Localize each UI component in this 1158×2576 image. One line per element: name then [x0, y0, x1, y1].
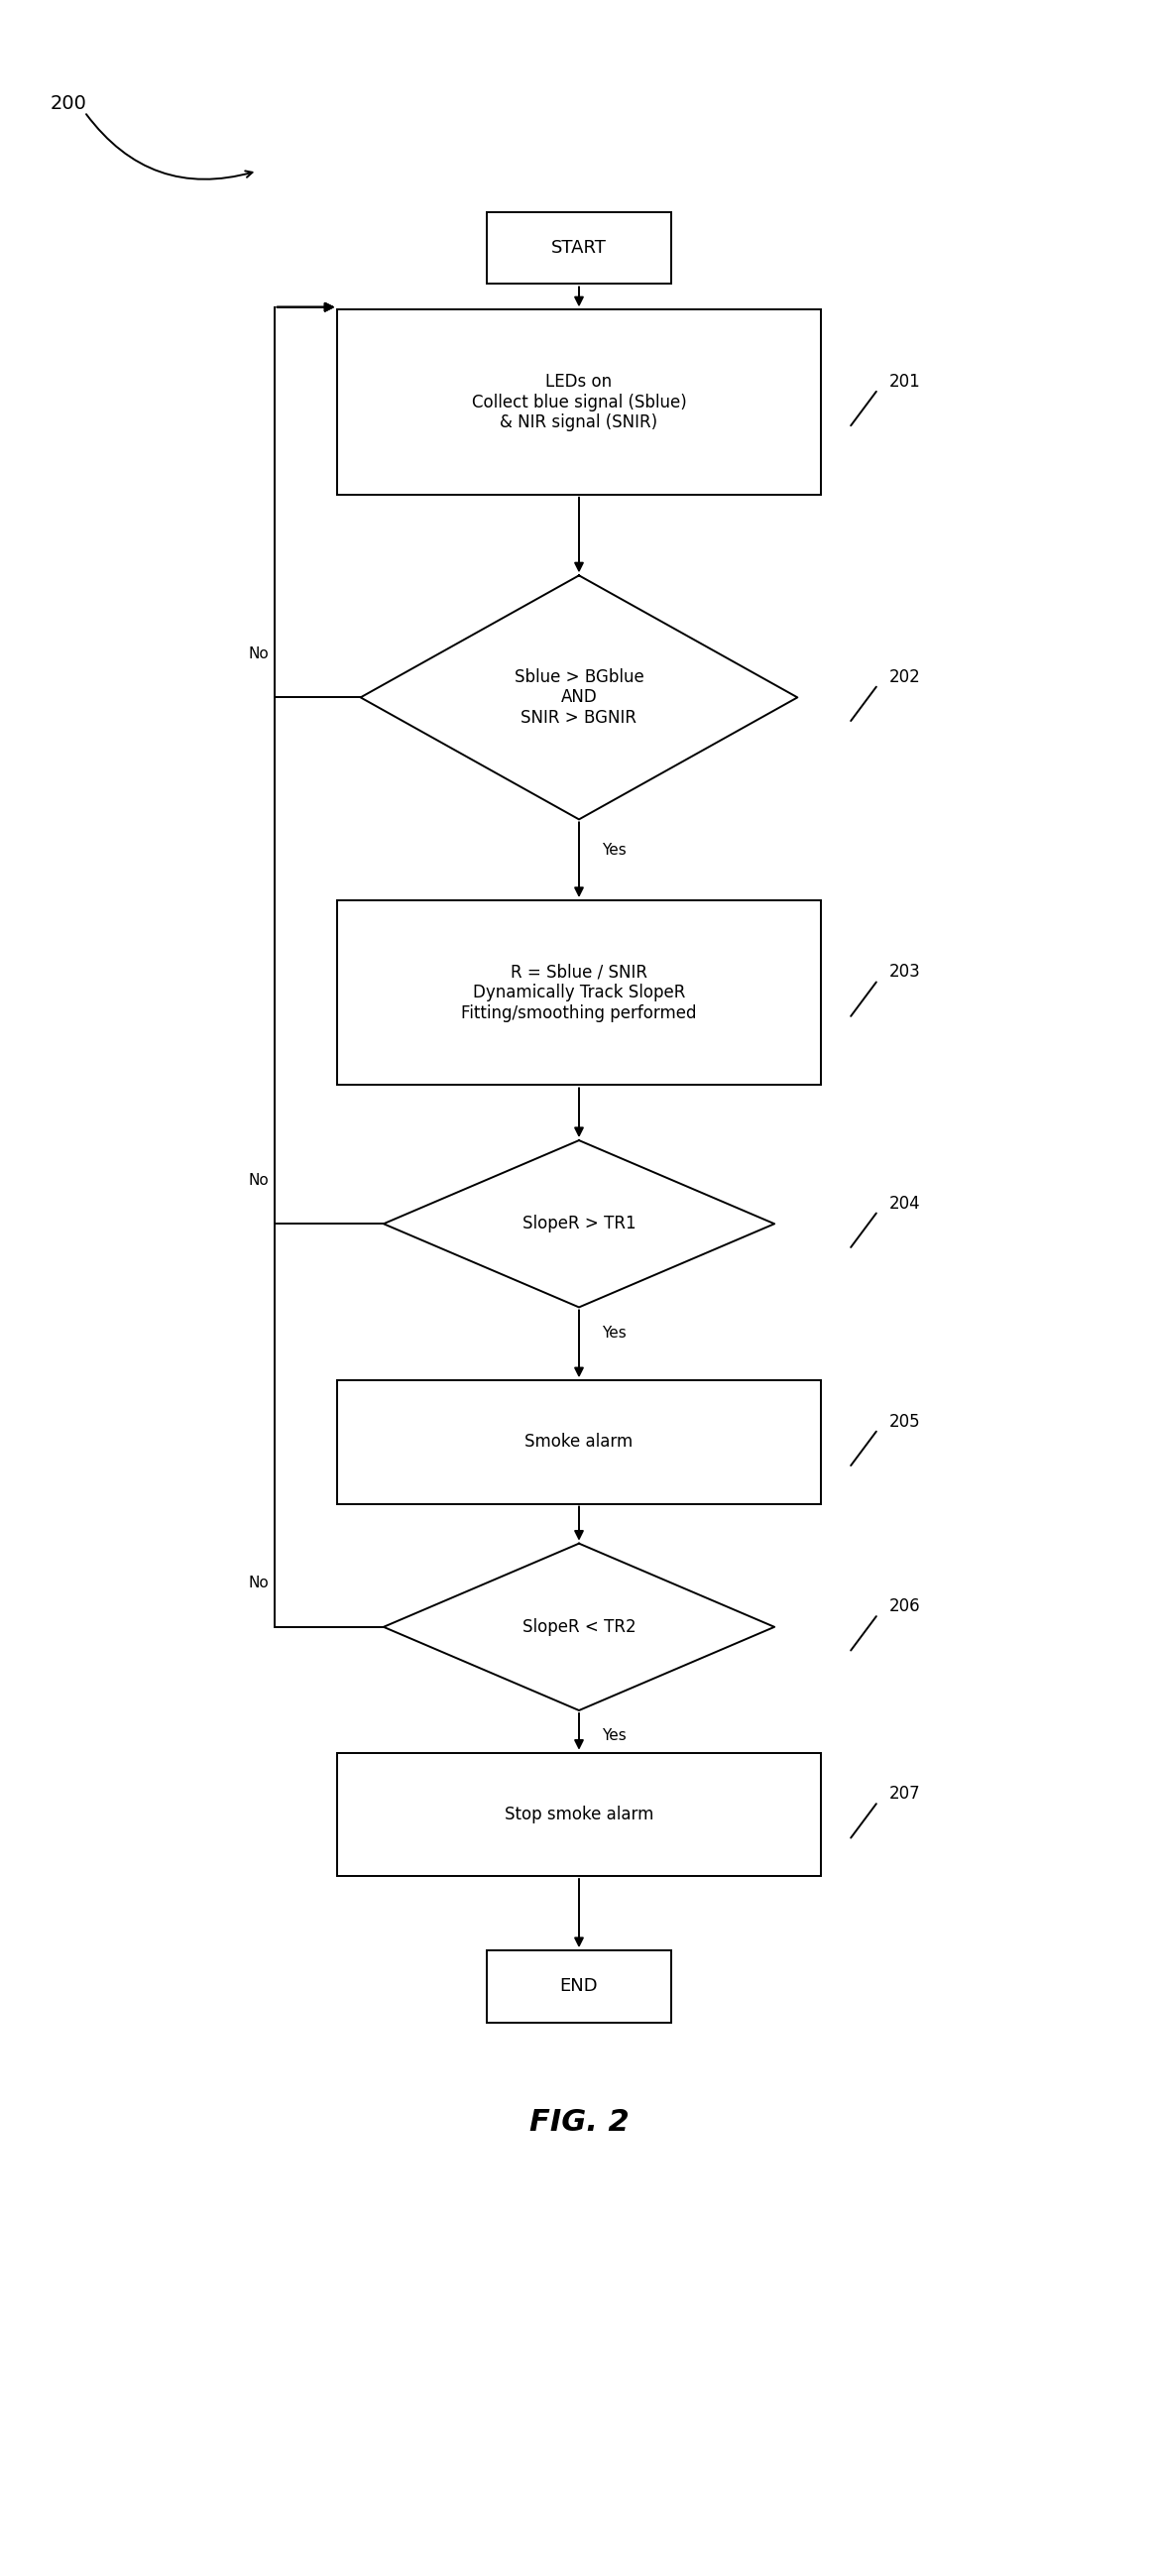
Text: No: No [248, 1172, 269, 1188]
Text: Yes: Yes [602, 842, 626, 858]
Text: END: END [559, 1978, 599, 1996]
Text: Stop smoke alarm: Stop smoke alarm [505, 1806, 653, 1824]
Text: FIG. 2: FIG. 2 [529, 2107, 629, 2138]
Text: 204: 204 [889, 1195, 921, 1213]
Polygon shape [383, 1543, 775, 1710]
Text: Yes: Yes [602, 1327, 626, 1340]
Text: 206: 206 [889, 1597, 921, 1615]
Text: R = Sblue / SNIR
Dynamically Track SlopeR
Fitting/smoothing performed: R = Sblue / SNIR Dynamically Track Slope… [461, 963, 697, 1023]
Text: 207: 207 [889, 1785, 921, 1803]
FancyBboxPatch shape [337, 1381, 821, 1504]
Text: Yes: Yes [602, 1728, 626, 1744]
Text: No: No [248, 647, 269, 662]
Text: LEDs on
Collect blue signal (Sblue)
& NIR signal (SNIR): LEDs on Collect blue signal (Sblue) & NI… [471, 374, 687, 433]
Text: 201: 201 [889, 374, 921, 392]
Text: START: START [551, 240, 607, 258]
Text: Sblue > BGblue
AND
SNIR > BGNIR: Sblue > BGblue AND SNIR > BGNIR [514, 667, 644, 726]
Polygon shape [383, 1141, 775, 1306]
FancyBboxPatch shape [337, 899, 821, 1084]
FancyBboxPatch shape [337, 1752, 821, 1875]
Text: No: No [248, 1577, 269, 1592]
Text: 202: 202 [889, 667, 921, 685]
Text: Smoke alarm: Smoke alarm [525, 1432, 633, 1450]
FancyBboxPatch shape [488, 1950, 670, 2022]
Text: 203: 203 [889, 963, 921, 981]
Polygon shape [360, 574, 798, 819]
Text: SlopeR > TR1: SlopeR > TR1 [522, 1216, 636, 1234]
Text: SlopeR < TR2: SlopeR < TR2 [522, 1618, 636, 1636]
Text: 205: 205 [889, 1412, 921, 1430]
FancyBboxPatch shape [337, 309, 821, 495]
Text: 200: 200 [50, 93, 87, 113]
FancyBboxPatch shape [488, 211, 670, 283]
